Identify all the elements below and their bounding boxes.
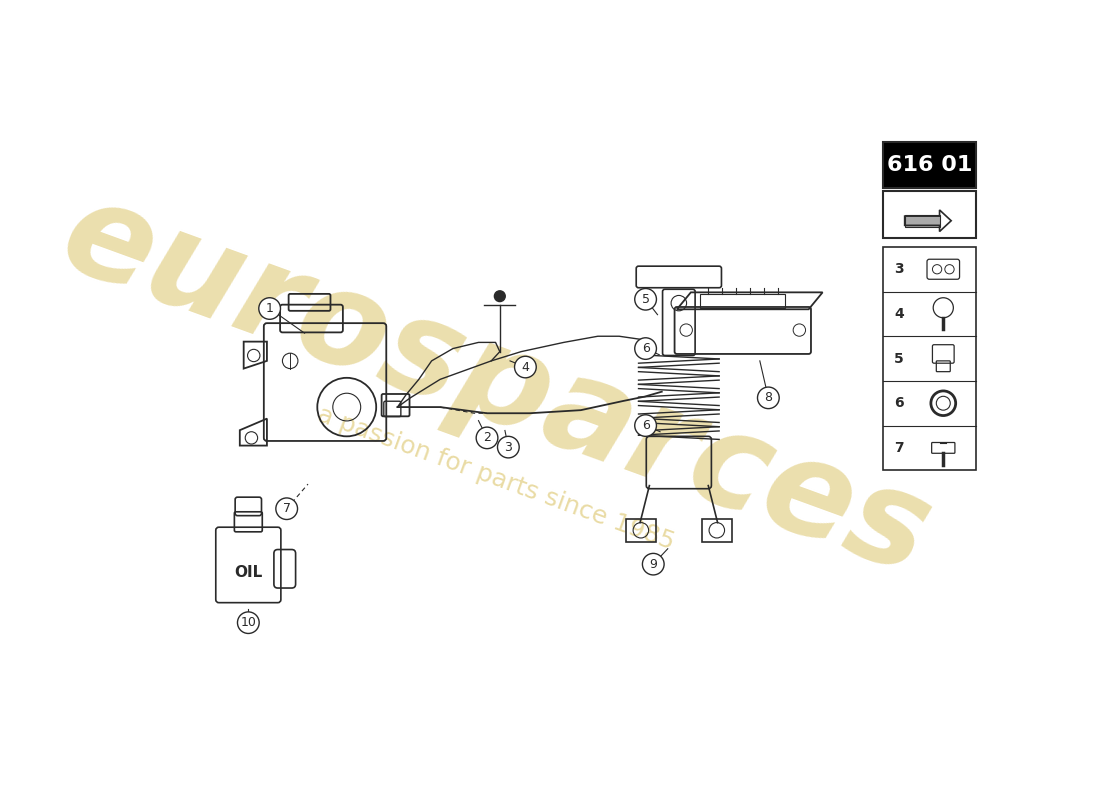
Text: 1: 1 bbox=[266, 302, 274, 315]
Text: OIL: OIL bbox=[234, 565, 263, 580]
Circle shape bbox=[497, 436, 519, 458]
Text: 2: 2 bbox=[483, 431, 491, 444]
Circle shape bbox=[515, 356, 536, 378]
Circle shape bbox=[635, 289, 657, 310]
Text: 4: 4 bbox=[894, 307, 904, 321]
Circle shape bbox=[635, 414, 657, 436]
Circle shape bbox=[758, 387, 779, 409]
Text: 3: 3 bbox=[505, 441, 513, 454]
Text: 7: 7 bbox=[894, 441, 904, 455]
Text: 8: 8 bbox=[764, 391, 772, 404]
Text: 4: 4 bbox=[521, 361, 529, 374]
Text: 5: 5 bbox=[894, 351, 904, 366]
FancyBboxPatch shape bbox=[904, 214, 939, 227]
Text: a passion for parts since 1985: a passion for parts since 1985 bbox=[314, 402, 678, 554]
Circle shape bbox=[494, 291, 505, 302]
Circle shape bbox=[238, 612, 260, 634]
Text: 9: 9 bbox=[649, 558, 657, 570]
Circle shape bbox=[476, 427, 498, 449]
Text: 7: 7 bbox=[283, 502, 290, 515]
FancyBboxPatch shape bbox=[883, 191, 976, 238]
Text: 3: 3 bbox=[894, 262, 904, 276]
Text: 5: 5 bbox=[641, 293, 650, 306]
Circle shape bbox=[635, 338, 657, 359]
Text: 6: 6 bbox=[641, 419, 649, 432]
Text: 6: 6 bbox=[894, 396, 904, 410]
Text: eurosparces: eurosparces bbox=[45, 170, 946, 602]
Text: 616 01: 616 01 bbox=[887, 155, 972, 175]
Text: 10: 10 bbox=[241, 616, 256, 629]
Circle shape bbox=[642, 554, 664, 575]
Circle shape bbox=[276, 498, 297, 519]
Circle shape bbox=[258, 298, 280, 319]
FancyBboxPatch shape bbox=[883, 142, 976, 188]
Text: 6: 6 bbox=[641, 342, 649, 355]
